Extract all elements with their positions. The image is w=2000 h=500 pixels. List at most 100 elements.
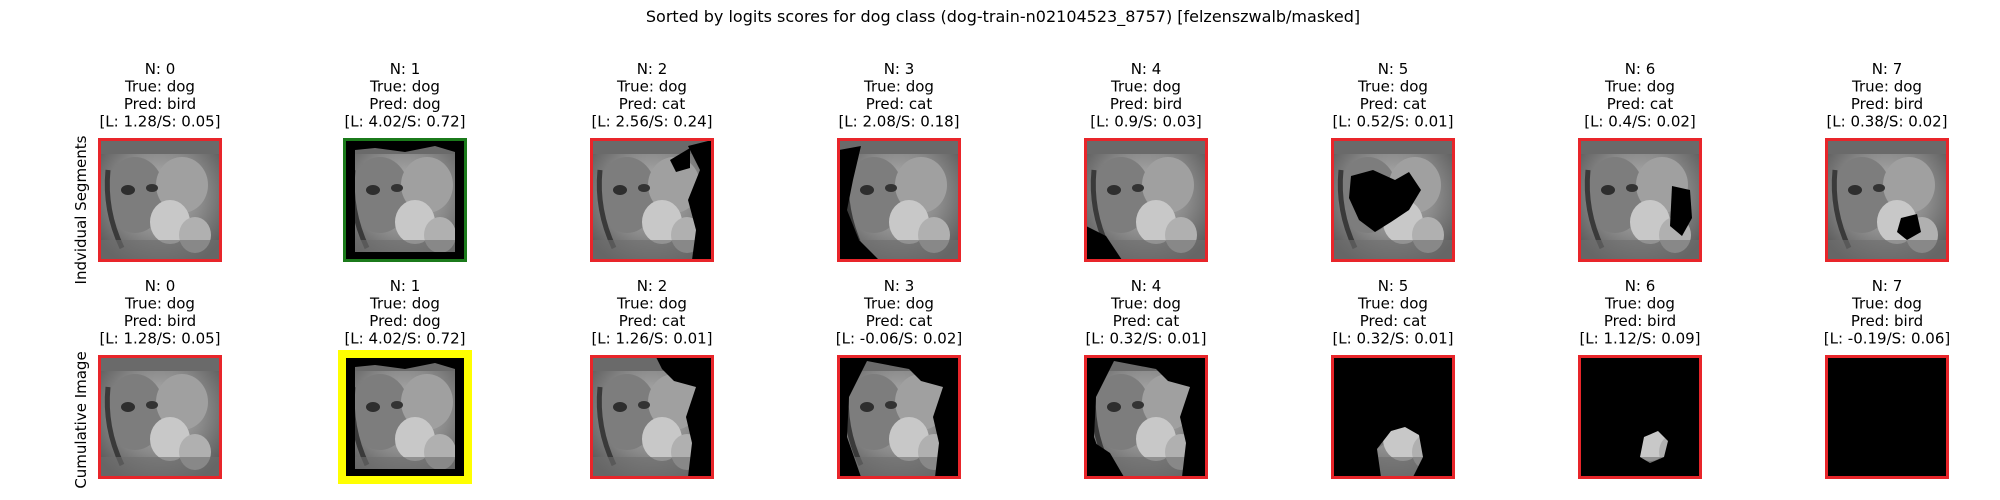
panel-score-label: [L: 1.12/S: 0.09]	[1579, 330, 1700, 348]
panel-image	[1580, 357, 1700, 477]
panel-score-label: [L: 2.56/S: 0.24]	[591, 113, 712, 131]
panel-image	[1580, 140, 1700, 260]
segment-mask	[688, 140, 712, 260]
panel-score-label: [L: 1.28/S: 0.05]	[99, 330, 220, 348]
row-label: Indvidual Segments	[72, 135, 90, 284]
panel-pred-label: Pred: cat	[1113, 312, 1180, 330]
segment-mask	[656, 357, 712, 477]
panel-image	[345, 140, 465, 260]
panel-index-label: N: 2	[637, 277, 668, 295]
panel-index-label: N: 5	[1378, 60, 1409, 78]
panel-true-label: True: dog	[369, 295, 440, 313]
panel-true-label: True: dog	[1604, 78, 1675, 96]
panel-true-label: True: dog	[1851, 78, 1922, 96]
panel-score-label: [L: 0.38/S: 0.02]	[1826, 113, 1947, 131]
panel-true-label: True: dog	[1110, 78, 1181, 96]
panel-true-label: True: dog	[863, 78, 934, 96]
panel-score-label: [L: 2.08/S: 0.18]	[838, 113, 959, 131]
panel-frame	[1578, 138, 1702, 262]
row-label: Cumulative Image	[72, 351, 90, 488]
panel-true-label: True: dog	[616, 78, 687, 96]
panel-score-label: [L: 0.32/S: 0.01]	[1332, 330, 1453, 348]
panel-index-label: N: 3	[884, 277, 915, 295]
panel-index-label: N: 7	[1872, 60, 1903, 78]
panel-score-label: [L: 0.4/S: 0.02]	[1584, 113, 1696, 131]
panel-true-label: True: dog	[1604, 295, 1675, 313]
panel-true-label: True: dog	[369, 78, 440, 96]
panel-image	[100, 357, 220, 477]
panel-frame	[837, 138, 961, 262]
panel-image	[1827, 357, 1947, 477]
segment-mask	[839, 146, 879, 260]
segment-mask	[1827, 357, 1947, 477]
panel-pred-label: Pred: bird	[1110, 95, 1182, 113]
panel-frame	[338, 350, 472, 484]
panel-index-label: N: 1	[390, 277, 421, 295]
panel-index-label: N: 6	[1625, 277, 1656, 295]
dog-photo	[1827, 140, 1947, 260]
segment-mask	[670, 148, 690, 172]
panel-frame	[1084, 138, 1208, 262]
panel-score-label: [L: 0.52/S: 0.01]	[1332, 113, 1453, 131]
panel-index-label: N: 5	[1378, 277, 1409, 295]
panel-image	[1333, 140, 1453, 260]
panel-image	[839, 140, 959, 260]
panel-pred-label: Pred: cat	[1607, 95, 1674, 113]
segment-mask	[1086, 226, 1122, 260]
panel-image	[100, 140, 220, 260]
panel-pred-label: Pred: cat	[1360, 312, 1427, 330]
panel-true-label: True: dog	[124, 295, 195, 313]
segment-mask	[1897, 214, 1921, 240]
panel-index-label: N: 4	[1131, 60, 1162, 78]
panel-true-label: True: dog	[124, 78, 195, 96]
dog-photo	[345, 140, 465, 260]
panel-pred-label: Pred: cat	[1360, 95, 1427, 113]
panel-image	[1086, 357, 1206, 477]
panel-image	[839, 357, 959, 477]
panel-pred-label: Pred: bird	[1604, 312, 1676, 330]
panel-index-label: N: 7	[1872, 277, 1903, 295]
panel-score-label: [L: 4.02/S: 0.72]	[344, 330, 465, 348]
panel-true-label: True: dog	[863, 295, 934, 313]
segment-mask	[1580, 357, 1700, 477]
panel-frame	[1331, 138, 1455, 262]
panel-true-label: True: dog	[1851, 295, 1922, 313]
segment-mask	[839, 357, 959, 477]
panel-pred-label: Pred: bird	[1851, 312, 1923, 330]
panel-score-label: [L: 4.02/S: 0.72]	[344, 113, 465, 131]
panel-true-label: True: dog	[1110, 295, 1181, 313]
panel-pred-label: Pred: dog	[369, 312, 440, 330]
panel-pred-label: Pred: cat	[619, 312, 686, 330]
panel-index-label: N: 6	[1625, 60, 1656, 78]
panel-pred-label: Pred: cat	[866, 312, 933, 330]
panel-score-label: [L: 0.9/S: 0.03]	[1090, 113, 1202, 131]
panel-image	[345, 357, 465, 477]
segment-mask	[1670, 186, 1692, 236]
panel-image	[1333, 357, 1453, 477]
panel-score-label: [L: 0.32/S: 0.01]	[1085, 330, 1206, 348]
panel-frame	[1825, 138, 1949, 262]
panel-true-label: True: dog	[616, 295, 687, 313]
panel-frame	[1825, 355, 1949, 479]
panel-image	[1827, 140, 1947, 260]
figure-title: Sorted by logits scores for dog class (d…	[646, 7, 1360, 27]
panel-pred-label: Pred: bird	[124, 95, 196, 113]
panel-frame	[590, 138, 714, 262]
panel-frame	[1084, 355, 1208, 479]
panel-frame	[837, 355, 961, 479]
panel-index-label: N: 0	[145, 277, 176, 295]
panel-image	[592, 357, 712, 477]
